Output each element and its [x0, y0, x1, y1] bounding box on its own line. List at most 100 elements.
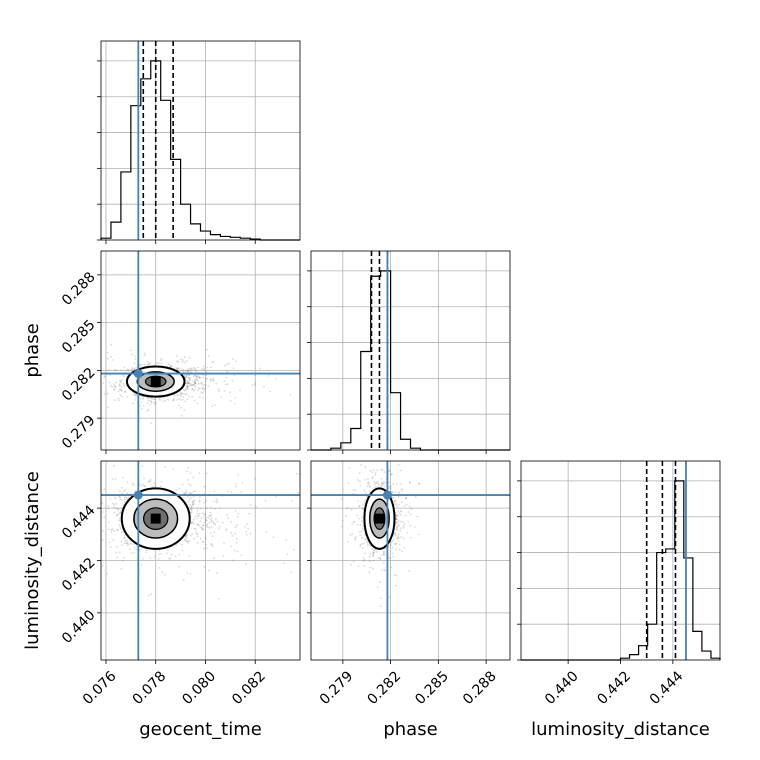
- sample-point: [202, 374, 205, 376]
- panel-background: [101, 251, 300, 450]
- sample-point: [380, 468, 383, 471]
- sample-point: [394, 533, 396, 535]
- y-tick-label-phase: 0.279: [59, 413, 99, 453]
- sample-point: [132, 551, 135, 554]
- sample-point: [191, 508, 193, 511]
- sample-point: [127, 369, 130, 372]
- sample-point: [107, 504, 110, 507]
- sample-point: [180, 358, 182, 361]
- sample-point: [187, 369, 190, 372]
- sample-point: [401, 520, 404, 523]
- y-axis-label-luminosity_distance: luminosity_distance: [22, 471, 43, 650]
- hist-panel-phase: [307, 250, 511, 451]
- sample-point: [192, 503, 195, 505]
- sample-point: [230, 521, 233, 523]
- sample-point: [204, 536, 207, 538]
- sample-point: [119, 496, 122, 499]
- sample-point: [202, 369, 205, 371]
- sample-point: [341, 519, 344, 522]
- sample-point: [124, 539, 127, 542]
- sample-point: [372, 551, 375, 554]
- sample-point: [202, 397, 205, 399]
- sample-point: [236, 524, 238, 526]
- sample-point: [395, 521, 398, 524]
- sample-point: [123, 490, 125, 493]
- sample-point: [225, 529, 228, 532]
- sample-point: [217, 597, 220, 600]
- sample-point: [208, 569, 210, 572]
- sample-point: [188, 492, 191, 495]
- sample-point: [192, 476, 195, 479]
- sample-point: [359, 480, 361, 483]
- sample-point: [213, 490, 216, 493]
- sample-point: [263, 385, 265, 388]
- sample-point: [114, 497, 117, 500]
- sample-point: [418, 483, 421, 485]
- sample-point: [120, 369, 122, 372]
- sample-point: [202, 524, 205, 527]
- sample-point: [184, 356, 186, 359]
- sample-point: [392, 538, 395, 541]
- sample-point: [360, 464, 363, 466]
- sample-point: [186, 385, 189, 388]
- sample-point: [181, 361, 184, 363]
- sample-point: [120, 531, 123, 534]
- sample-point: [205, 499, 208, 502]
- sample-point: [97, 520, 99, 522]
- sample-point: [169, 364, 172, 367]
- sample-point: [210, 542, 213, 545]
- sample-point: [116, 556, 119, 559]
- sample-point: [391, 540, 394, 543]
- sample-point: [191, 522, 194, 525]
- sample-point: [191, 388, 194, 390]
- sample-point: [207, 516, 210, 519]
- sample-point: [186, 382, 189, 384]
- sample-point: [194, 385, 197, 388]
- sample-point: [380, 554, 383, 557]
- sample-point: [395, 483, 398, 485]
- sample-point: [179, 391, 182, 394]
- sample-point: [147, 397, 149, 399]
- sample-point: [153, 401, 156, 404]
- sample-point: [176, 394, 179, 397]
- sample-point: [199, 507, 202, 510]
- sample-point: [383, 568, 386, 571]
- sample-point: [121, 379, 123, 381]
- sample-point: [236, 537, 238, 540]
- sample-point: [372, 567, 375, 570]
- sample-point: [223, 389, 226, 392]
- sample-point: [373, 483, 376, 486]
- sample-point: [399, 529, 402, 532]
- sample-point: [184, 393, 186, 396]
- sample-point: [130, 552, 133, 554]
- sample-point: [91, 546, 93, 548]
- sample-point: [190, 384, 192, 387]
- sample-point: [388, 487, 390, 490]
- sample-point: [190, 504, 193, 507]
- sample-point: [186, 385, 189, 388]
- sample-point: [169, 557, 172, 560]
- sample-point: [201, 388, 204, 390]
- sample-point: [179, 398, 182, 401]
- sample-point: [201, 512, 204, 514]
- sample-point: [369, 566, 372, 569]
- sample-point: [212, 379, 215, 381]
- sample-point: [402, 537, 405, 540]
- y-tick-label-phase: 0.282: [59, 365, 99, 405]
- sample-point: [205, 377, 208, 380]
- sample-point: [226, 370, 229, 373]
- sample-point: [218, 525, 221, 528]
- sample-point: [187, 466, 190, 469]
- sample-point: [350, 508, 353, 511]
- sample-point: [69, 368, 71, 370]
- sample-point: [210, 378, 213, 381]
- sample-point: [112, 464, 115, 467]
- sample-point: [115, 381, 118, 384]
- sample-point: [394, 543, 397, 545]
- sample-point: [183, 361, 186, 364]
- sample-point: [200, 391, 203, 393]
- sample-point: [397, 495, 400, 498]
- sample-point: [193, 523, 195, 526]
- sample-point: [187, 540, 189, 543]
- x-tick-label-phase: 0.282: [365, 668, 405, 708]
